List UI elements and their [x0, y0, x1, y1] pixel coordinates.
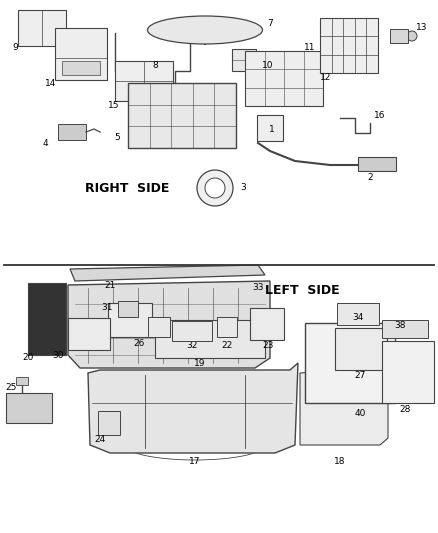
Text: 28: 28 [399, 405, 411, 414]
Polygon shape [68, 281, 270, 368]
Text: 18: 18 [334, 456, 346, 465]
Bar [115, 61, 173, 101]
Circle shape [354, 432, 366, 444]
Bar [217, 317, 237, 337]
Bar [118, 301, 138, 317]
Text: 27: 27 [354, 370, 366, 379]
Bar [358, 157, 396, 171]
Text: 8: 8 [152, 61, 158, 70]
Text: 17: 17 [189, 456, 201, 465]
Bar [250, 308, 284, 340]
Polygon shape [6, 393, 52, 423]
Polygon shape [300, 368, 388, 445]
Text: 38: 38 [394, 321, 406, 330]
Text: LEFT  SIDE: LEFT SIDE [265, 285, 339, 297]
Text: 11: 11 [304, 43, 316, 52]
Circle shape [407, 31, 417, 41]
Text: 4: 4 [42, 139, 48, 148]
Text: 32: 32 [186, 342, 198, 351]
Bar [108, 303, 152, 337]
Bar [390, 29, 408, 43]
Bar [128, 83, 236, 148]
Text: 3: 3 [240, 183, 246, 192]
Text: 12: 12 [320, 74, 332, 83]
Circle shape [155, 435, 165, 445]
Bar [155, 320, 265, 358]
Bar [320, 18, 378, 73]
Circle shape [205, 178, 225, 198]
Bar [55, 28, 107, 80]
Bar [98, 411, 120, 435]
Text: 24: 24 [94, 435, 105, 445]
Text: 16: 16 [374, 110, 385, 119]
Text: 22: 22 [221, 341, 233, 350]
Bar [337, 303, 379, 325]
Text: 9: 9 [12, 44, 18, 52]
Bar [245, 51, 323, 106]
Circle shape [40, 314, 54, 328]
Bar [382, 341, 434, 403]
Text: 30: 30 [53, 351, 64, 359]
Ellipse shape [148, 16, 262, 44]
Text: 10: 10 [262, 61, 274, 69]
Text: 33: 33 [252, 284, 264, 293]
Bar [28, 283, 66, 355]
Text: 26: 26 [134, 338, 145, 348]
Text: 5: 5 [114, 133, 120, 142]
Bar [232, 49, 256, 71]
Bar [62, 61, 100, 75]
Bar [335, 328, 387, 370]
Bar [257, 115, 283, 141]
Text: 34: 34 [352, 313, 364, 322]
Text: 31: 31 [102, 303, 113, 312]
Text: RIGHT  SIDE: RIGHT SIDE [85, 182, 170, 195]
Bar [172, 321, 212, 341]
Bar [18, 10, 66, 46]
Text: 29: 29 [92, 337, 104, 346]
Text: 20: 20 [22, 353, 33, 362]
Bar [305, 323, 395, 403]
Bar [148, 317, 170, 337]
Bar [16, 377, 28, 385]
Polygon shape [70, 265, 265, 281]
Bar [382, 320, 428, 338]
Text: 7: 7 [267, 20, 273, 28]
Circle shape [197, 170, 233, 206]
Text: 14: 14 [45, 78, 57, 87]
Text: 25: 25 [5, 384, 16, 392]
Text: 13: 13 [416, 23, 427, 33]
Text: 19: 19 [194, 359, 206, 367]
Text: 40: 40 [354, 408, 366, 417]
Text: 15: 15 [108, 101, 120, 109]
Text: 21: 21 [104, 280, 116, 289]
Bar [68, 318, 110, 350]
Bar [58, 124, 86, 140]
Text: 2: 2 [367, 174, 373, 182]
Text: 23: 23 [262, 342, 274, 351]
Text: 1: 1 [269, 125, 275, 133]
Polygon shape [88, 363, 298, 453]
